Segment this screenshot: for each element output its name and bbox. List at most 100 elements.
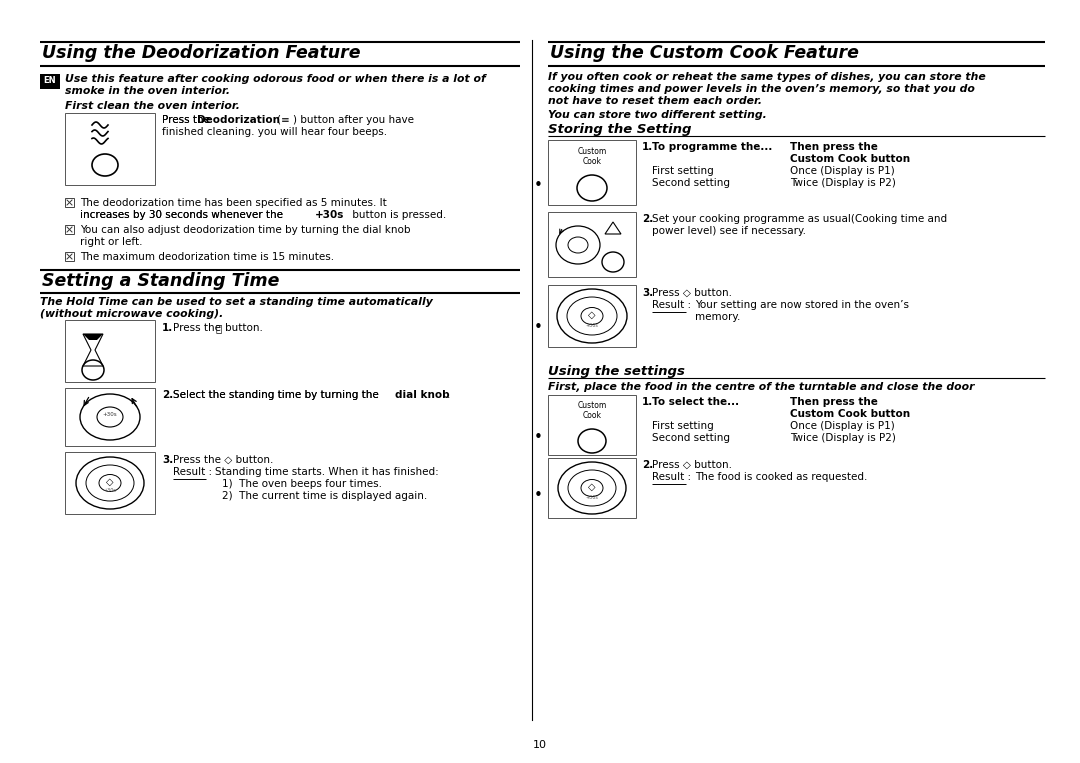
- Text: memory.: memory.: [696, 312, 741, 322]
- Text: EN: EN: [43, 76, 56, 85]
- Text: 10: 10: [534, 740, 546, 750]
- Bar: [548, 285, 636, 347]
- Text: +30s: +30s: [315, 210, 345, 220]
- Text: First setting: First setting: [652, 166, 714, 176]
- Text: Once (Display is P1): Once (Display is P1): [789, 166, 894, 176]
- Text: To programme the...: To programme the...: [652, 142, 772, 152]
- Text: Deodorization: Deodorization: [197, 115, 280, 125]
- Text: 2)  The current time is displayed again.: 2) The current time is displayed again.: [222, 491, 428, 501]
- Text: Using the Deodorization Feature: Using the Deodorization Feature: [42, 44, 361, 62]
- Text: The food is cooked as requested.: The food is cooked as requested.: [696, 472, 867, 482]
- Text: 2.: 2.: [642, 460, 653, 470]
- Text: ◇: ◇: [589, 482, 596, 492]
- Polygon shape: [83, 334, 103, 340]
- Text: Result :: Result :: [652, 472, 691, 482]
- Text: Once (Display is P1): Once (Display is P1): [789, 421, 894, 431]
- Text: +30s: +30s: [585, 323, 598, 328]
- Text: If you often cook or reheat the same types of dishes, you can store the: If you often cook or reheat the same typ…: [548, 72, 986, 82]
- Text: Using the Custom Cook Feature: Using the Custom Cook Feature: [550, 44, 859, 62]
- Bar: [548, 140, 636, 205]
- Text: Setting a Standing Time: Setting a Standing Time: [42, 272, 280, 290]
- Text: Press ◇ button.: Press ◇ button.: [652, 288, 732, 298]
- Text: Result :: Result :: [652, 300, 691, 310]
- Text: Press the: Press the: [173, 323, 221, 333]
- Text: +30s: +30s: [585, 495, 598, 500]
- Text: Set your cooking programme as usual(Cooking time and: Set your cooking programme as usual(Cook…: [652, 214, 947, 224]
- Text: smoke in the oven interior.: smoke in the oven interior.: [65, 86, 230, 96]
- Text: First, place the food in the centre of the turntable and close the door: First, place the food in the centre of t…: [548, 382, 974, 392]
- Bar: [65, 225, 75, 234]
- Text: increases by 30 seconds whenever the: increases by 30 seconds whenever the: [80, 210, 286, 220]
- Text: 3.: 3.: [162, 455, 173, 465]
- Text: +30s: +30s: [103, 411, 118, 417]
- Text: Result :: Result :: [173, 467, 212, 477]
- Text: Press the: Press the: [162, 115, 213, 125]
- Text: 1.: 1.: [642, 142, 653, 152]
- Bar: [548, 395, 636, 455]
- Text: Then press the: Then press the: [789, 397, 878, 407]
- Text: Custom Cook button: Custom Cook button: [789, 409, 910, 419]
- Bar: [548, 458, 636, 518]
- Text: Second setting: Second setting: [652, 178, 730, 188]
- Text: Twice (Display is P2): Twice (Display is P2): [789, 178, 896, 188]
- Bar: [65, 320, 156, 382]
- Text: 1.: 1.: [162, 323, 173, 333]
- Text: First setting: First setting: [652, 421, 714, 431]
- Text: You can also adjust deodorization time by turning the dial knob: You can also adjust deodorization time b…: [80, 225, 410, 235]
- Text: •: •: [534, 488, 542, 503]
- Bar: [65, 252, 75, 261]
- Text: (≡ ) button after you have: (≡ ) button after you have: [276, 115, 414, 125]
- Text: First clean the oven interior.: First clean the oven interior.: [65, 101, 240, 111]
- Text: Using the settings: Using the settings: [548, 365, 685, 378]
- Text: cooking times and power levels in the oven’s memory, so that you do: cooking times and power levels in the ov…: [548, 84, 975, 94]
- Text: •: •: [534, 320, 542, 335]
- Text: button.: button.: [225, 323, 262, 333]
- Bar: [65, 388, 156, 446]
- Text: 1.: 1.: [642, 397, 653, 407]
- Bar: [40, 74, 60, 89]
- Text: Custom
Cook: Custom Cook: [578, 401, 607, 420]
- Bar: [548, 212, 636, 277]
- Text: The deodorization time has been specified as 5 minutes. It: The deodorization time has been specifie…: [80, 198, 387, 208]
- Text: ◇: ◇: [589, 310, 596, 320]
- Text: Custom
Cook: Custom Cook: [578, 147, 607, 166]
- Text: Select the standing time by turning the: Select the standing time by turning the: [173, 390, 382, 400]
- Text: Custom Cook button: Custom Cook button: [789, 154, 910, 164]
- Text: Press the: Press the: [162, 115, 213, 125]
- Text: To select the...: To select the...: [652, 397, 739, 407]
- Text: 2.: 2.: [642, 214, 653, 224]
- Text: Standing time starts. When it has finished:: Standing time starts. When it has finish…: [215, 467, 438, 477]
- Text: Use this feature after cooking odorous food or when there is a lot of: Use this feature after cooking odorous f…: [65, 74, 486, 84]
- Text: Storing the Setting: Storing the Setting: [548, 123, 691, 136]
- Text: Press the ◇ button.: Press the ◇ button.: [173, 455, 273, 465]
- Text: right or left.: right or left.: [80, 237, 143, 247]
- Text: Then press the: Then press the: [789, 142, 878, 152]
- Text: Press ◇ button.: Press ◇ button.: [652, 460, 732, 470]
- Bar: [65, 113, 156, 185]
- Text: Second setting: Second setting: [652, 433, 730, 443]
- Bar: [65, 452, 156, 514]
- Text: power level) see if necessary.: power level) see if necessary.: [652, 226, 806, 236]
- Text: 3.: 3.: [642, 288, 653, 298]
- Bar: [65, 198, 75, 207]
- Text: You can store two different setting.: You can store two different setting.: [548, 110, 767, 120]
- Text: 1)  The oven beeps four times.: 1) The oven beeps four times.: [222, 479, 382, 489]
- Text: ◇: ◇: [106, 477, 113, 487]
- Text: •: •: [534, 178, 542, 193]
- Text: not have to reset them each order.: not have to reset them each order.: [548, 96, 762, 106]
- Text: Select the standing time by turning the: Select the standing time by turning the: [173, 390, 382, 400]
- Text: dial knob: dial knob: [395, 390, 449, 400]
- Text: 2.: 2.: [162, 390, 173, 400]
- Text: •: •: [534, 430, 542, 445]
- Text: .: .: [447, 390, 450, 400]
- Text: The Hold Time can be used to set a standing time automatically: The Hold Time can be used to set a stand…: [40, 297, 433, 307]
- Text: Your setting are now stored in the oven’s: Your setting are now stored in the oven’…: [696, 300, 909, 310]
- Text: Twice (Display is P2): Twice (Display is P2): [789, 433, 896, 443]
- Text: The maximum deodorization time is 15 minutes.: The maximum deodorization time is 15 min…: [80, 252, 334, 262]
- Text: finished cleaning. you will hear four beeps.: finished cleaning. you will hear four be…: [162, 127, 387, 137]
- Text: button is pressed.: button is pressed.: [349, 210, 446, 220]
- Text: +30s: +30s: [104, 488, 117, 492]
- Text: (without microwave cooking).: (without microwave cooking).: [40, 309, 224, 319]
- Text: increases by 30 seconds whenever the: increases by 30 seconds whenever the: [80, 210, 286, 220]
- Text: ⧗: ⧗: [215, 323, 221, 333]
